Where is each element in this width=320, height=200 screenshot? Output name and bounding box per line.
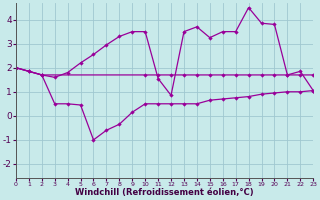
X-axis label: Windchill (Refroidissement éolien,°C): Windchill (Refroidissement éolien,°C) (75, 188, 254, 197)
